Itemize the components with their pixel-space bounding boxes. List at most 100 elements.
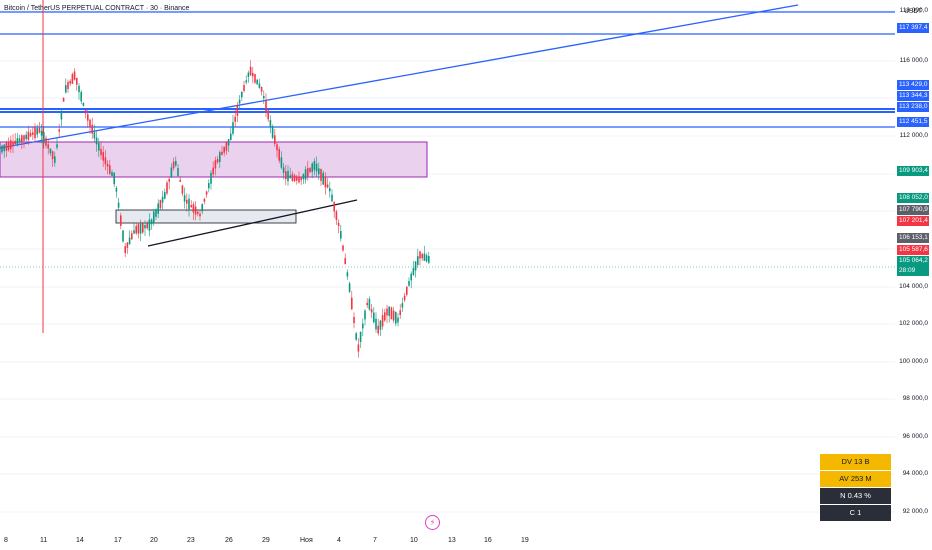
- candle-body: [120, 215, 122, 226]
- candle-body: [170, 167, 173, 178]
- candle-body: [159, 200, 162, 209]
- time-axis[interactable]: 8 11 14 17 20 23 26 29 Ноя 4 7 10 13 16 19: [0, 530, 895, 550]
- candle-body: [243, 85, 245, 91]
- candle-body: [93, 131, 96, 139]
- candle-body: [181, 185, 184, 194]
- candle-body: [401, 303, 404, 308]
- price-tick: 102 000,0: [899, 320, 928, 327]
- candle-body: [344, 258, 346, 265]
- candle-body: [355, 333, 357, 340]
- candle-body: [403, 295, 406, 301]
- candle-body: [139, 222, 142, 234]
- price-tag: 107 201,4: [897, 216, 929, 226]
- candle-body: [260, 87, 263, 92]
- candle-body: [373, 312, 375, 323]
- candle-body: [51, 151, 54, 160]
- candle-body: [172, 161, 175, 169]
- candle-body: [36, 128, 38, 135]
- currency-label[interactable]: USDT: [904, 8, 922, 15]
- candle-body: [419, 251, 421, 259]
- candle-body: [5, 142, 8, 151]
- candle-body: [421, 253, 423, 259]
- price-tag: 28:09: [897, 266, 929, 276]
- candle-body: [324, 177, 327, 188]
- symbol-title[interactable]: Bitcoin / TetherUS PERPETUAL CONTRACT · …: [4, 5, 190, 12]
- candle-body: [14, 140, 16, 145]
- price-tag: 105 587,6: [897, 245, 929, 255]
- candle-body: [7, 141, 10, 150]
- candle-body: [384, 312, 386, 321]
- candle-body: [386, 308, 388, 316]
- candle-body: [249, 66, 252, 76]
- candle-body: [100, 148, 102, 156]
- chart-area[interactable]: Bitcoin / TetherUS PERPETUAL CONTRACT · …: [0, 0, 895, 530]
- price-chart[interactable]: [0, 0, 895, 530]
- candle-body: [133, 230, 135, 234]
- candle-body: [395, 312, 397, 324]
- candle-body: [230, 133, 232, 140]
- price-tag: 117 397,4: [897, 23, 929, 33]
- time-tick: 17: [114, 537, 122, 544]
- price-tick: 96 000,0: [902, 433, 928, 440]
- candle-body: [131, 233, 133, 240]
- candle-body: [300, 177, 302, 181]
- price-tag: 109 903,4: [897, 166, 929, 176]
- time-tick: 11: [40, 537, 48, 544]
- candle-body: [73, 71, 76, 80]
- candle-body: [183, 195, 186, 202]
- candle-body: [296, 177, 298, 181]
- candle-body: [346, 272, 349, 277]
- candle-body: [320, 169, 322, 181]
- candle-body: [84, 109, 87, 114]
- candle-body: [190, 205, 192, 208]
- candle-body: [144, 224, 146, 229]
- candle-body: [210, 172, 212, 184]
- candle-body: [177, 168, 179, 176]
- candle-body: [285, 171, 287, 180]
- time-tick: 10: [410, 537, 418, 544]
- time-tick: 20: [150, 537, 158, 544]
- candle-body: [214, 160, 217, 169]
- candle-body: [175, 160, 177, 166]
- price-tick: 104 000,0: [899, 283, 928, 290]
- candle-body: [1, 145, 3, 153]
- candle-body: [194, 206, 197, 215]
- candle-body: [188, 198, 190, 210]
- candle-body: [106, 163, 109, 167]
- candle-body: [408, 280, 410, 286]
- candle-body: [221, 151, 223, 155]
- candle-body: [80, 92, 82, 102]
- candle-body: [304, 169, 307, 180]
- candle-body: [82, 103, 85, 106]
- candle-body: [102, 152, 104, 161]
- candle-body: [89, 119, 91, 127]
- lightning-icon[interactable]: ⚡: [425, 515, 440, 530]
- candle-body: [32, 132, 34, 135]
- candle-body: [135, 225, 137, 234]
- candle-body: [205, 191, 208, 195]
- candle-body: [331, 194, 333, 202]
- candle-body: [49, 148, 52, 154]
- price-tick: 98 000,0: [902, 395, 928, 402]
- candle-body: [124, 246, 126, 254]
- candle-body: [256, 79, 258, 85]
- candle-body: [40, 130, 43, 136]
- candle-body: [315, 163, 318, 172]
- candle-body: [109, 165, 111, 174]
- candle-body: [47, 144, 49, 149]
- candle-body: [329, 188, 331, 192]
- candle-body: [274, 135, 276, 145]
- candle-body: [227, 139, 230, 146]
- candle-body: [414, 261, 417, 271]
- candle-body: [278, 149, 280, 161]
- candle-body: [216, 159, 219, 163]
- candle-body: [56, 144, 58, 148]
- candle-body: [137, 224, 140, 234]
- candle-body: [197, 211, 199, 214]
- candle-body: [21, 135, 23, 143]
- candle-body: [201, 204, 203, 212]
- candle-body: [225, 141, 228, 151]
- candle-body: [309, 167, 311, 173]
- candle-body: [370, 309, 373, 313]
